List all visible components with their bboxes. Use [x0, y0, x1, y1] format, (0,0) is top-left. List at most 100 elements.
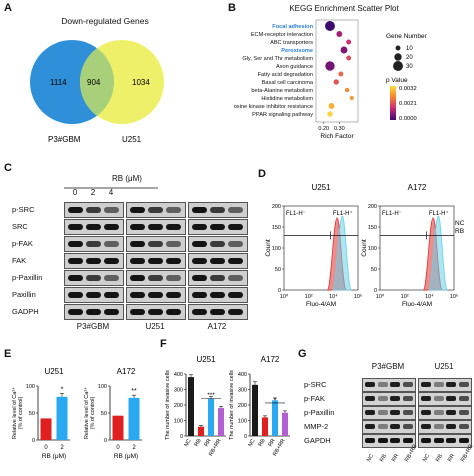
blot-band — [166, 258, 181, 264]
kegg-point — [328, 103, 335, 109]
blot-band — [192, 292, 207, 298]
flow-legend-label: RB — [455, 228, 464, 235]
kegg-color-bar — [390, 86, 396, 120]
g-blot-band — [458, 396, 469, 401]
kegg-term-label: Focal adhesion — [272, 24, 313, 30]
blot-band — [86, 292, 101, 298]
flow-gate-right-label: FL1-H⁺ — [333, 210, 353, 217]
blot-band — [104, 224, 119, 230]
bar-chart-y-tick-label: 50 — [29, 411, 35, 417]
blot-band — [68, 309, 83, 315]
kegg-point — [325, 21, 335, 31]
flow-y-tick-label: 200 — [272, 204, 281, 210]
g-blot-band — [402, 396, 413, 401]
g-lane-label: RB — [434, 453, 444, 463]
treatment-bracket — [64, 187, 158, 189]
blot-rows: p-SRC SRC p-FAK FAK p-Paxillin Paxillin GADPH — [8, 202, 258, 322]
bar-chart-x-axis-label: RB (μM) — [114, 453, 138, 460]
blot-band — [68, 207, 83, 213]
g-blot-lane — [418, 406, 472, 420]
g-blot-lane — [418, 420, 472, 434]
bar-chart-title: A172 — [261, 355, 280, 364]
bar-chart-y-tick-label: 0 — [32, 438, 35, 444]
g-blot-band — [458, 424, 469, 429]
g-blot-lane — [362, 434, 416, 448]
blot-band — [130, 224, 145, 230]
flow-x-tick-label: 10² — [401, 294, 409, 300]
bar-chart-y-axis-label: Relative level of Ca²⁺ — [11, 387, 18, 439]
western-blot-g: P3#GBM U251 p-SRC p-FAK p-Paxillin MMP-2 GAPD… — [300, 352, 474, 476]
g-blot-band — [377, 410, 388, 415]
blot-band — [210, 224, 225, 230]
blot-band — [130, 309, 145, 315]
bar — [198, 426, 204, 436]
g-blot-lane — [362, 378, 416, 392]
g-blot-band — [458, 410, 469, 415]
g-blot-band — [402, 410, 413, 415]
bar-category-label: 0 — [44, 445, 48, 451]
blot-band — [148, 207, 163, 213]
g-protein-label: p-Paxillin — [304, 408, 335, 417]
flow-legend-label: NC — [455, 220, 465, 227]
blot-lane — [126, 219, 186, 235]
g-blot-band — [390, 396, 400, 401]
kegg-term-label: beta-Alanine metabolism — [251, 88, 313, 94]
bar-chart-y-axis-label: The number of invasive cells — [229, 370, 235, 440]
g-lane-label: NC — [366, 453, 376, 463]
bar-chart-title: A172 — [117, 367, 136, 376]
bar — [128, 397, 140, 440]
bar-category-label: NC — [248, 438, 257, 448]
flow-y-tick-label: 150 — [368, 225, 377, 231]
invasion-panel: U251 0 100 200 300 400 NC RB RR RB+RR *** The numbe… — [160, 344, 298, 476]
bar-chart-y-tick-label: 100 — [174, 419, 183, 425]
kegg-color-tick-label: 0.0021 — [399, 101, 417, 107]
blot-band — [86, 224, 101, 230]
blot-band — [228, 292, 243, 298]
bar-chart-y-tick-label: 100 — [238, 419, 247, 425]
kegg-term-label: Peroxisome — [281, 48, 313, 54]
blot-band — [192, 275, 207, 281]
flow-y-tick-label: 0 — [374, 288, 377, 294]
dose-label: 4 — [108, 188, 114, 197]
blot-lane — [126, 236, 186, 252]
bar — [272, 400, 278, 436]
blot-band — [228, 275, 243, 281]
blot-band — [104, 309, 119, 315]
g-blot-band — [433, 438, 444, 443]
kegg-size-legend-dot — [394, 53, 402, 61]
significance-marker: * — [61, 387, 64, 394]
blot-band — [104, 292, 119, 298]
blot-band — [130, 241, 145, 247]
g-lane-label: RR — [391, 453, 401, 463]
blot-lane — [64, 236, 124, 252]
cell-line-label: U251 — [145, 322, 165, 331]
g-blot-band — [446, 424, 456, 429]
panel-label-c: C — [4, 162, 12, 174]
blot-lane — [188, 304, 248, 320]
g-blot-band — [446, 410, 456, 415]
g-lane-labels: NC RB RR RB+RR NC RB RR RB+RR — [362, 443, 474, 474]
g-blot-band — [402, 438, 413, 443]
blot-band — [210, 309, 225, 315]
blot-lane — [126, 270, 186, 286]
blot-protein-label: SRC — [12, 222, 28, 231]
flow-x-axis-label: Fluo-4/AM — [402, 301, 432, 308]
cell-line-label: A172 — [207, 322, 227, 331]
g-lane-label: RB+RR — [459, 443, 474, 463]
bar-chart-y-tick-label: 200 — [174, 403, 183, 409]
flow-histogram-peak — [428, 215, 448, 291]
blot-band — [210, 292, 225, 298]
flow-plot-title: A172 — [408, 183, 427, 192]
g-blot-band — [458, 382, 469, 387]
blot-lane — [188, 236, 248, 252]
g-blot-band — [421, 410, 431, 415]
venn-overlap — [80, 40, 114, 124]
kegg-panel: KEGG Enrichment Scatter Plot Focal adhes… — [234, 2, 474, 158]
flow-y-tick-label: 100 — [272, 246, 281, 252]
bar-chart-y-tick-label: 0 — [180, 434, 183, 440]
significance-marker: ** — [131, 388, 137, 395]
flow-y-tick-label: 100 — [368, 246, 377, 252]
kegg-x-tick-label: 0.20 — [318, 126, 329, 132]
g-blot-band — [446, 382, 456, 387]
